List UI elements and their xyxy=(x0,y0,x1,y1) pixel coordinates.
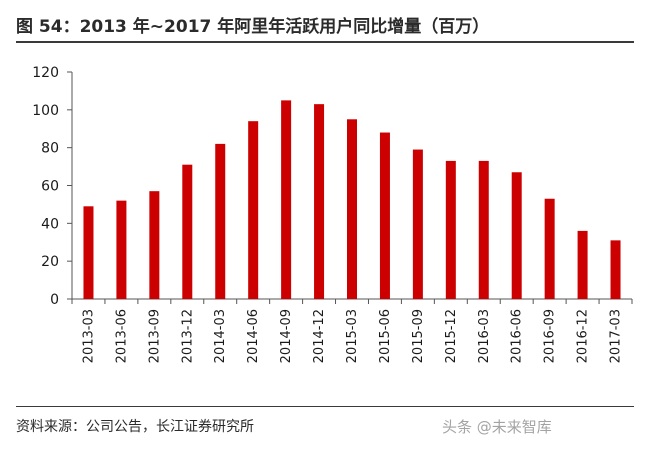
y-tick-label: 60 xyxy=(41,179,59,195)
x-tick-label: 2015-03 xyxy=(345,309,360,363)
bar-2016-03 xyxy=(478,160,489,299)
bar-2016-09 xyxy=(544,198,555,299)
x-tick-label: 2013-06 xyxy=(114,309,129,363)
bar-2015-12 xyxy=(445,160,456,299)
bar-2013-03 xyxy=(83,206,94,299)
bar-2015-09 xyxy=(412,149,423,299)
x-tick-label: 2013-09 xyxy=(147,309,162,363)
x-axis: 2013-03 2013-06 2013-09 2013-12 2014-03 2014-… xyxy=(71,298,633,363)
x-tick-label: 2014-12 xyxy=(312,309,327,363)
watermark: 头条 @未来智库 xyxy=(442,416,552,437)
x-tick-label: 2016-09 xyxy=(543,309,558,363)
x-tick-label: 2014-06 xyxy=(246,309,261,363)
source-note: 资料来源：公司公告，长江证券研究所 xyxy=(16,419,254,435)
x-tick-label: 2015-09 xyxy=(411,309,426,363)
bar-2015-06 xyxy=(379,132,390,299)
bar-2014-03 xyxy=(215,143,226,299)
x-tick-label: 2014-09 xyxy=(279,309,294,363)
bar-2014-12 xyxy=(314,104,325,300)
x-tick-label: 2017-03 xyxy=(609,309,624,363)
figure-title: 图 54：2013 年~2017 年阿里年活跃用户同比增量（百万） xyxy=(16,17,490,37)
bar-2013-12 xyxy=(182,164,193,299)
watermark-text: 头条 @未来智库 xyxy=(442,418,552,436)
x-tick-label: 2016-06 xyxy=(510,309,525,363)
bar-2016-12 xyxy=(577,230,588,299)
x-tick-label: 2015-06 xyxy=(378,309,393,363)
bar-2016-06 xyxy=(511,172,522,299)
bar-2013-06 xyxy=(116,200,127,299)
y-tick-label: 100 xyxy=(32,103,59,119)
x-tick-label: 2013-03 xyxy=(81,309,96,363)
y-tick-label: 80 xyxy=(41,141,59,157)
title-divider xyxy=(16,41,634,43)
y-tick-label: 40 xyxy=(41,216,59,232)
bar-2017-03 xyxy=(610,240,621,299)
y-tick-label: 20 xyxy=(41,254,59,270)
bar-2014-06 xyxy=(248,121,259,299)
bar-2013-09 xyxy=(149,191,160,299)
x-tick-label: 2015-12 xyxy=(444,309,459,363)
bar-2015-03 xyxy=(347,119,357,300)
source-divider xyxy=(16,406,634,407)
x-tick-label: 2016-03 xyxy=(477,309,492,363)
x-tick-label: 2016-12 xyxy=(576,309,591,363)
y-tick-label: 120 xyxy=(32,65,59,81)
bar-series xyxy=(83,100,621,300)
y-tick-label: 0 xyxy=(50,292,59,308)
y-axis: 0 20 40 60 80 100 120 xyxy=(32,65,73,308)
bar-2014-09 xyxy=(281,100,292,299)
x-tick-label: 2013-12 xyxy=(180,309,195,363)
x-tick-label: 2014-03 xyxy=(213,309,228,363)
